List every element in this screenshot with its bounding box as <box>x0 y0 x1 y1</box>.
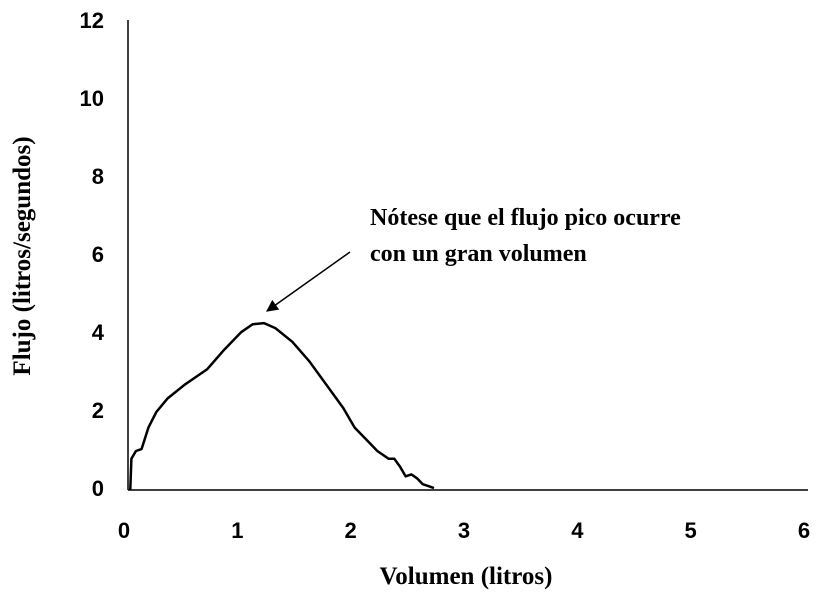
annotation: con un gran volumen <box>370 241 587 267</box>
y-tick-label: 10 <box>80 86 104 111</box>
x-tick-label: 6 <box>798 518 810 543</box>
x-axis-label: Volumen (litros) <box>380 563 553 590</box>
annotation-arrow <box>266 251 351 312</box>
x-tick-label: 0 <box>118 518 130 543</box>
y-tick-label: 6 <box>92 242 104 267</box>
annotation: Nótese que el flujo pico ocurre <box>370 205 681 231</box>
data-line <box>129 321 435 491</box>
y-tick-label: 0 <box>92 476 104 501</box>
x-tick-label: 4 <box>571 518 584 543</box>
y-tick-label: 4 <box>92 320 105 345</box>
x-tick-label: 2 <box>345 518 357 543</box>
x-tick-label: 5 <box>685 518 697 543</box>
y-tick-label: 8 <box>92 164 104 189</box>
y-tick-label: 2 <box>92 398 104 423</box>
x-tick-label: 3 <box>458 518 470 543</box>
y-tick-label: 12 <box>80 8 104 33</box>
y-axis-label: Flujo (litros/segundos) <box>9 136 36 375</box>
x-tick-label: 1 <box>231 518 243 543</box>
